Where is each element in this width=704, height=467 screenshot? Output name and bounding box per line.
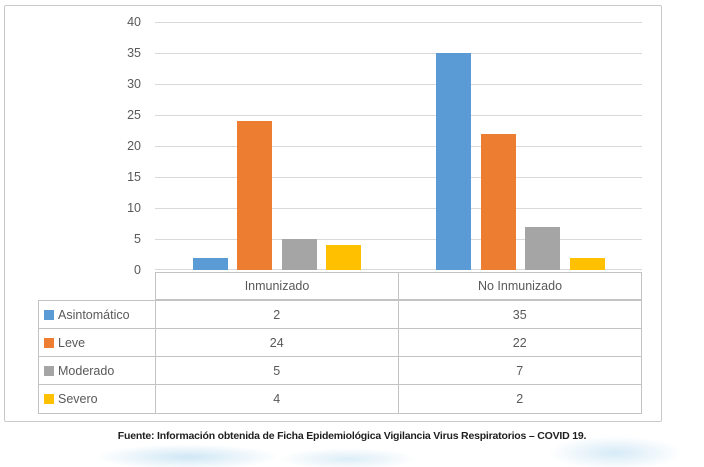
watermark-shape <box>95 444 280 467</box>
value-cell: 24 <box>156 329 399 357</box>
bar <box>192 257 228 270</box>
y-axis-tick: 15 <box>127 170 141 184</box>
y-axis: 0 5 10 15 20 25 30 35 40 <box>5 15 141 286</box>
bar <box>480 133 516 270</box>
value-cell: 5 <box>156 357 399 385</box>
value-cell: 2 <box>516 392 524 406</box>
value-cell: 7 <box>398 357 641 385</box>
legend-cell: Moderado <box>39 357 156 385</box>
gridline <box>155 53 642 54</box>
gridline <box>155 177 642 178</box>
gridline <box>155 22 642 23</box>
y-axis-tick: 35 <box>127 46 141 60</box>
series-label: Moderado <box>58 363 115 378</box>
legend-swatch <box>44 394 54 404</box>
y-axis-tick: 0 <box>134 263 141 277</box>
bar <box>326 245 361 270</box>
value-cell: 2 <box>156 301 399 329</box>
legend-swatch <box>44 337 54 348</box>
x-axis-line <box>155 269 642 270</box>
watermark-shape <box>278 448 418 467</box>
bar <box>237 121 272 270</box>
category-header: No Inmunizado <box>477 279 563 293</box>
gridline <box>155 84 642 85</box>
gridline <box>155 208 642 209</box>
gridline <box>155 115 642 116</box>
y-axis-tick: 5 <box>134 232 141 246</box>
series-label: Asintomático <box>58 307 130 322</box>
chart-frame: 0 5 10 15 20 25 30 35 40 Inmunizado No Inmunizado… <box>4 5 662 422</box>
gridline <box>155 239 642 240</box>
y-axis-tick: 30 <box>127 77 141 91</box>
legend-cell: Asintomático <box>39 301 156 329</box>
series-label: Leve <box>58 335 86 350</box>
category-header: Inmunizado <box>156 273 399 299</box>
bar <box>281 239 317 270</box>
value-cell: 4 <box>156 385 399 413</box>
y-axis-tick: 20 <box>127 139 141 153</box>
value-cell: 35 <box>398 301 641 329</box>
gridline <box>155 146 642 147</box>
data-table: Asintomático 2 35 Leve 24 22 Moderado 5 7 Severo 4… <box>38 300 642 414</box>
legend-cell: Leve <box>39 329 156 357</box>
legend-swatch <box>44 309 54 320</box>
bar <box>436 53 471 270</box>
value-cell: 22 <box>398 329 641 357</box>
y-axis-tick: 25 <box>127 108 141 122</box>
category-header-row: Inmunizado No Inmunizado <box>155 272 642 300</box>
plot-area <box>155 22 642 270</box>
legend-swatch <box>44 365 54 376</box>
y-axis-tick: 10 <box>127 201 141 215</box>
y-axis-tick: 40 <box>127 15 141 29</box>
legend-cell: Severo <box>39 385 156 413</box>
bar <box>569 257 605 270</box>
series-label: Severo <box>58 392 98 406</box>
bar <box>525 226 560 270</box>
source-caption: Fuente: Información obtenida de Ficha Ep… <box>117 430 587 442</box>
